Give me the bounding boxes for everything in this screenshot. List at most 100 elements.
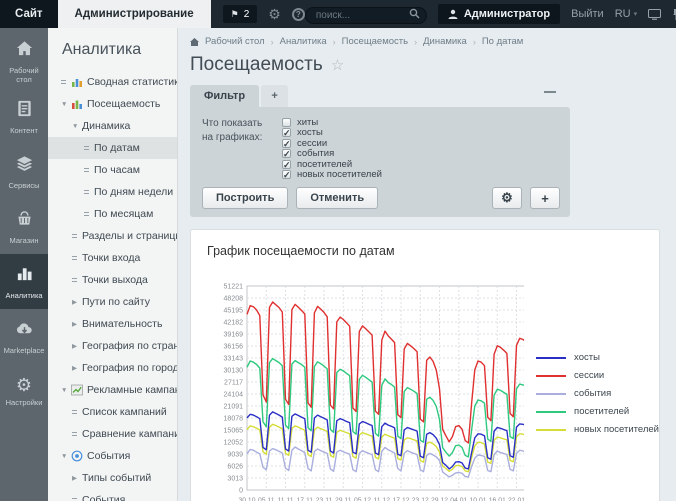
sidebar-item-campaign-list[interactable]: Список кампаний (48, 401, 177, 423)
legend-item-events: события (536, 388, 659, 399)
filter-checkbox-row-sessions[interactable]: ✓сессии (282, 138, 382, 148)
breadcrumb-separator: › (414, 37, 417, 47)
filter-checkbox-sessions[interactable]: ✓ (282, 139, 291, 148)
chevron-right-icon[interactable]: ▶ (72, 320, 82, 328)
chevron-right-icon[interactable]: ▶ (72, 342, 82, 350)
services-icon (15, 154, 34, 178)
sidebar-item-label: Список кампаний (82, 406, 167, 418)
filter-checkbox-hosts[interactable]: ✓ (282, 128, 291, 137)
sidebar-item-summary-stats[interactable]: Сводная статистика (48, 71, 177, 93)
breadcrumb-item-4[interactable]: По датам (482, 36, 523, 47)
rail-item-marketplace[interactable]: Marketplace (0, 309, 48, 364)
breadcrumb-item-2[interactable]: Посещаемость (342, 36, 408, 47)
sidebar-item-by-weekday[interactable]: По дням недели (48, 181, 177, 203)
page-title: Посещаемость (190, 54, 323, 76)
cancel-button[interactable]: Отменить (296, 187, 378, 209)
rail-item-label: Аналитика (5, 291, 42, 300)
home-icon[interactable] (190, 38, 199, 46)
screen-size-button[interactable] (648, 9, 661, 20)
user-button[interactable]: Администратор (438, 4, 560, 24)
sidebar-item-entry-points[interactable]: Точки входа (48, 247, 177, 269)
main-content: Рабочий стол›Аналитика›Посещаемость›Дина… (178, 28, 676, 501)
language-selector[interactable]: RU ▾ (615, 8, 637, 20)
summary-icon (71, 76, 83, 88)
filter-checkbox-visitors[interactable]: ✓ (282, 160, 291, 169)
svg-text:30.10: 30.10 (238, 497, 255, 501)
svg-text:10.01: 10.01 (470, 497, 487, 501)
collapse-filter-icon[interactable] (544, 91, 556, 93)
tab-site[interactable]: Сайт (0, 0, 58, 28)
sidebar-item-events-list[interactable]: События (48, 489, 177, 501)
chevron-down-icon[interactable]: ▼ (61, 101, 71, 108)
logout-link[interactable]: Выйти (571, 8, 604, 20)
breadcrumb-item-3[interactable]: Динамика (423, 36, 467, 47)
checkbox-label: посетителей (297, 159, 352, 170)
gear-button[interactable]: ⚙ (268, 7, 281, 21)
filter-checkbox-new-visitors[interactable]: ✓ (282, 170, 291, 179)
sidebar-item-label: География по городам (82, 362, 178, 374)
rail-item-desktop[interactable]: Рабочий стол (0, 34, 48, 89)
bullet-icon (84, 168, 89, 172)
sidebar-item-geo-cities[interactable]: ▶География по городам (48, 357, 177, 379)
legend-label: сессии (574, 370, 604, 381)
rail-item-settings[interactable]: ⚙Настройки (0, 364, 48, 419)
rail-item-content[interactable]: Контент (0, 89, 48, 144)
filter-checkbox-row-new-visitors[interactable]: ✓ новых посетителей (282, 170, 382, 180)
breadcrumb-item-1[interactable]: Аналитика (280, 36, 327, 47)
filter-checkbox-row-hits[interactable]: хиты (282, 117, 382, 127)
sidebar-item-sections-pages[interactable]: Разделы и страницы (48, 225, 177, 247)
sidebar-item-campaign-compare[interactable]: Сравнение кампаний (48, 423, 177, 445)
sidebar-item-event-types[interactable]: ▶Типы событий (48, 467, 177, 489)
breadcrumb-separator: › (271, 37, 274, 47)
filter-add-button[interactable]: + (530, 187, 560, 209)
chevron-down-icon[interactable]: ▼ (61, 387, 71, 394)
sidebar-item-ad-campaigns[interactable]: ▼Рекламные кампании (48, 379, 177, 401)
svg-text:12052: 12052 (224, 440, 244, 447)
filter-checkbox-row-hosts[interactable]: ✓хосты (282, 128, 382, 138)
sidebar-item-geo-countries[interactable]: ▶География по странам (48, 335, 177, 357)
legend-item-new-visitors: новых посетителей (536, 424, 659, 435)
build-button[interactable]: Построить (202, 187, 288, 209)
sidebar-item-by-month[interactable]: По месяцам (48, 203, 177, 225)
chevron-right-icon[interactable]: ▶ (72, 474, 82, 482)
sidebar-item-site-paths[interactable]: ▶Пути по сайту (48, 291, 177, 313)
add-filter-tab[interactable]: + (261, 85, 288, 107)
svg-text:24104: 24104 (224, 392, 244, 399)
filter-checkbox-hits[interactable] (282, 118, 291, 127)
filter-settings-button[interactable]: ⚙ (492, 187, 522, 209)
favorite-star-icon[interactable]: ☆ (331, 56, 344, 74)
sidebar-item-by-date[interactable]: По датам (48, 137, 177, 159)
legend-swatch-visitors (536, 411, 566, 413)
sidebar-item-attention[interactable]: ▶Внимательность (48, 313, 177, 335)
breadcrumb-item-0[interactable]: Рабочий стол (205, 36, 265, 47)
sidebar-item-dynamics[interactable]: ▼Динамика (48, 115, 177, 137)
checkbox-label: новых посетителей (297, 169, 382, 180)
rail-item-analytics[interactable]: Аналитика (0, 254, 48, 309)
filter-checkbox-list: хиты✓хосты✓сессии✓события✓посетителей✓но… (282, 117, 382, 180)
filter-tab[interactable]: Фильтр (190, 85, 259, 107)
chevron-down-icon[interactable]: ▼ (72, 123, 82, 130)
sidebar-item-label: Посещаемость (87, 98, 160, 110)
tab-admin[interactable]: Администрирование (58, 0, 211, 28)
notifications-button[interactable]: ⚑ 2 (223, 5, 258, 23)
sidebar-item-exit-points[interactable]: Точки выхода (48, 269, 177, 291)
svg-text:05.11: 05.11 (258, 497, 275, 501)
rail-item-store[interactable]: Магазин (0, 199, 48, 254)
filter-checkbox-row-events[interactable]: ✓события (282, 149, 382, 159)
sidebar-item-label: Точки входа (82, 252, 140, 264)
filter-checkbox-row-visitors[interactable]: ✓ посетителей (282, 159, 382, 169)
svg-text:23.11: 23.11 (316, 497, 333, 501)
help-button[interactable]: ? (292, 8, 305, 21)
sidebar-item-visits[interactable]: ▼ Посещаемость (48, 93, 177, 115)
pin-button[interactable] (672, 8, 676, 20)
chevron-right-icon[interactable]: ▶ (72, 298, 82, 306)
svg-text:15065: 15065 (224, 428, 244, 435)
filter-checkbox-events[interactable]: ✓ (282, 149, 291, 158)
sidebar-item-by-hour[interactable]: По часам (48, 159, 177, 181)
chevron-down-icon[interactable]: ▼ (61, 453, 71, 460)
sidebar-item-events[interactable]: ▼События (48, 445, 177, 467)
svg-text:16.01: 16.01 (489, 497, 506, 501)
chevron-right-icon[interactable]: ▶ (72, 364, 82, 372)
rail-item-services[interactable]: Сервисы (0, 144, 48, 199)
svg-text:17.11: 17.11 (297, 497, 314, 501)
